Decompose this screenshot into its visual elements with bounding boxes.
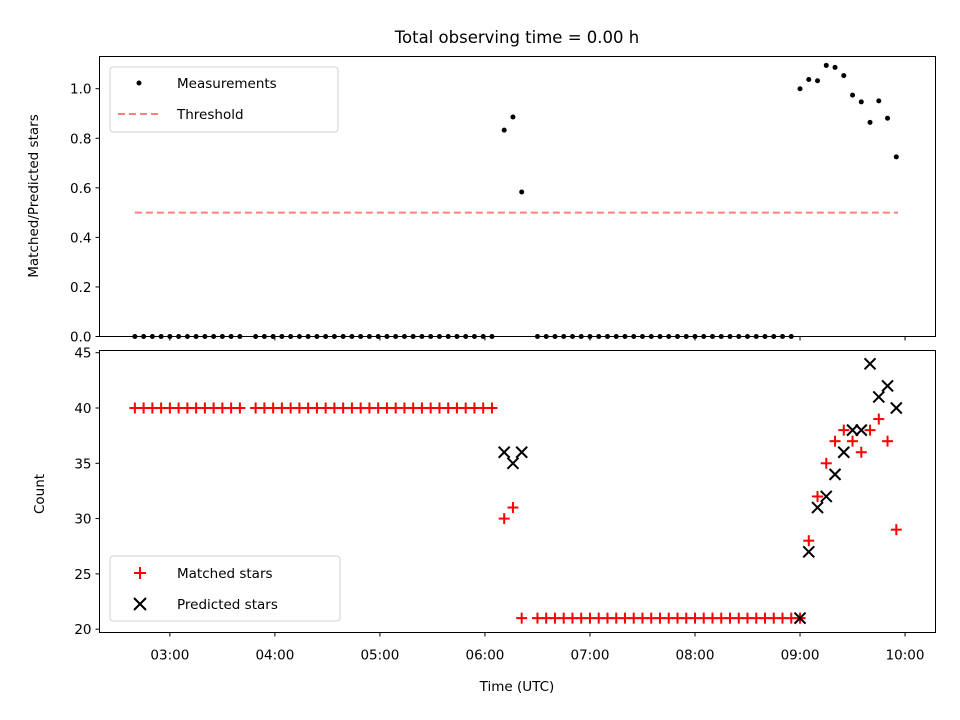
top-axes-frame: [99, 56, 936, 337]
top-y-tick-label: 0.0: [70, 330, 91, 346]
predicted-star-point: [846, 423, 859, 437]
predicted-star-point: [863, 357, 877, 370]
matched-star-point: [507, 502, 519, 514]
top-y-tick-label: 0.2: [70, 280, 91, 296]
x-tick-label: 07:00: [571, 648, 610, 664]
matched-star-point: [498, 513, 510, 525]
predicted-star-point: [811, 501, 824, 514]
measurement-point: [858, 99, 864, 105]
legend-measurements-marker: [136, 80, 142, 86]
top-y-tick-label: 0.4: [70, 230, 91, 246]
matched-star-point: [882, 435, 894, 447]
x-axis-label: Time (UTC): [479, 679, 555, 695]
x-tick-label: 04:00: [255, 648, 294, 664]
bottom-x-ticks: 03:00 04:00 05:00 06:00 07:00 08:00 09:00 10:00: [150, 632, 925, 664]
measurement-point: [519, 189, 525, 195]
x-tick-label: 09:00: [781, 648, 820, 664]
matched-star-point: [829, 435, 841, 447]
matched-star-point: [820, 457, 832, 469]
bottom-axes-frame: [99, 350, 936, 633]
matched-star-point: [803, 535, 815, 547]
matched-star-point: [486, 402, 498, 414]
predicted-star-point: [506, 457, 520, 470]
legend-matched-marker: [134, 567, 146, 579]
measurement-point: [867, 119, 873, 125]
matched-star-point: [847, 435, 859, 447]
measurement-point: [876, 98, 882, 104]
bottom-y-tick-label: 45: [74, 346, 91, 362]
measurement-point: [823, 62, 829, 68]
predicted-star-point: [855, 423, 868, 437]
matched-stars-series: [129, 402, 902, 624]
bottom-y-tick-label: 30: [74, 512, 91, 528]
x-tick-label: 05:00: [360, 648, 399, 664]
top-y-axis-label: Matched/Predicted stars: [26, 114, 42, 277]
bottom-legend: Matched stars Predicted stars: [109, 555, 341, 622]
predicted-star-point: [802, 545, 815, 558]
top-y-ticks: 0.0 0.2 0.4 0.6 0.8 1.0: [70, 82, 100, 346]
chart-title: Total observing time = 0.00 h: [394, 28, 639, 47]
predicted-star-point: [828, 468, 842, 481]
x-tick-label: 10:00: [886, 648, 925, 664]
top-legend: Measurements Threshold: [109, 66, 339, 133]
measurement-point: [885, 115, 891, 121]
bottom-y-tick-label: 20: [74, 622, 91, 638]
x-tick-label: 08:00: [676, 648, 715, 664]
top-axes: 0.0 0.2 0.4 0.6 0.8 1.0 Matched/Predicted sta…: [26, 56, 936, 346]
bottom-y-axis-label: Count: [32, 474, 48, 514]
predicted-star-point: [793, 611, 807, 625]
bottom-y-ticks: 20 25 30 35 40 45: [74, 346, 100, 638]
bottom-y-tick-label: 40: [74, 401, 91, 417]
matched-star-point: [890, 524, 902, 536]
bottom-axes: 20 25 30 35 40 45 03:00 04:00 05:00 06:00 07:00 08…: [32, 346, 936, 695]
matched-star-point: [855, 446, 867, 458]
measurement-point: [832, 64, 838, 70]
predicted-stars-series: [497, 357, 903, 625]
top-y-tick-label: 0.8: [70, 131, 91, 147]
measurement-point: [510, 114, 516, 120]
predicted-star-point: [497, 446, 511, 459]
predicted-star-point: [837, 446, 850, 459]
measurement-point: [850, 92, 856, 98]
predicted-star-point: [872, 390, 885, 404]
matched-star-point: [516, 612, 528, 624]
measurement-point: [797, 86, 803, 92]
predicted-star-point: [890, 401, 903, 415]
matched-star-point: [864, 424, 876, 436]
predicted-star-point: [515, 446, 528, 459]
legend-matched-label: Matched stars: [177, 566, 273, 582]
predicted-star-point: [881, 379, 894, 393]
legend-measurements-label: Measurements: [177, 76, 277, 92]
legend-predicted-marker: [133, 597, 147, 611]
top-y-tick-label: 0.6: [70, 181, 91, 197]
measurement-point: [806, 77, 812, 83]
matched-star-point: [812, 490, 824, 502]
predicted-star-point: [820, 490, 833, 503]
matched-star-point: [838, 424, 850, 436]
matched-star-point: [873, 413, 885, 425]
x-tick-label: 06:00: [465, 648, 504, 664]
measurement-point: [501, 127, 507, 133]
legend-predicted-label: Predicted stars: [177, 597, 278, 613]
measurement-point: [815, 78, 821, 84]
bottom-y-tick-label: 35: [74, 456, 91, 472]
matched-star-point: [234, 402, 246, 414]
top-y-tick-label: 1.0: [70, 82, 91, 98]
measurement-point: [841, 73, 847, 79]
legend-threshold-label: Threshold: [176, 107, 244, 123]
bottom-y-tick-label: 25: [74, 567, 91, 583]
x-tick-label: 03:00: [150, 648, 189, 664]
measurement-point: [893, 154, 899, 160]
